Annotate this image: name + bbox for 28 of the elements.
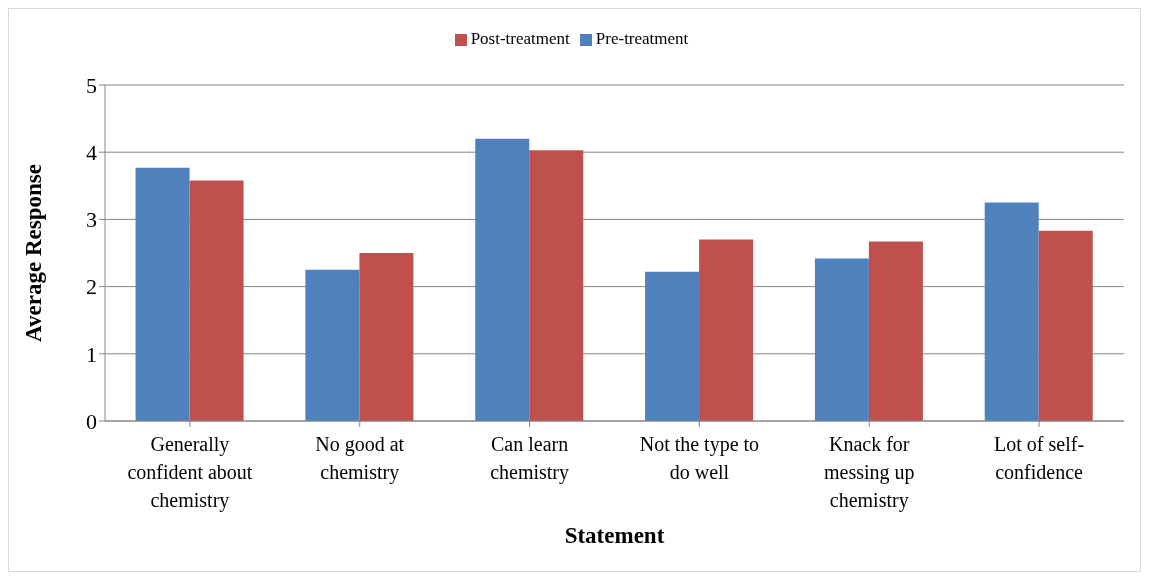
bar <box>359 253 414 421</box>
x-tick-label: Can learn chemistry <box>490 433 570 484</box>
x-tick-label: Knack for messing up chemistry <box>823 433 915 512</box>
x-tick-label: Not the type to do well <box>639 433 760 483</box>
bar <box>529 150 584 421</box>
x-tick-label: Lot of self-confidence <box>994 433 1085 483</box>
y-axis-title: Average Response <box>21 164 47 342</box>
y-tick-label: 2 <box>86 274 97 300</box>
bar <box>475 138 530 421</box>
bar <box>868 241 923 421</box>
legend-label: Pre-treatment <box>595 29 689 48</box>
bar <box>1038 230 1093 421</box>
bar <box>189 180 244 421</box>
bar <box>305 269 360 421</box>
x-tick-label: No good at chemistry <box>315 433 405 484</box>
bar <box>699 239 754 421</box>
bar <box>135 167 190 421</box>
bar <box>645 271 700 421</box>
x-tick-label: Generally confident about chemistry <box>127 433 253 512</box>
y-tick-label: 5 <box>86 72 97 98</box>
bar <box>814 258 869 421</box>
bar <box>984 202 1039 421</box>
y-tick-label: 1 <box>86 341 97 367</box>
y-tick-label: 0 <box>86 408 97 434</box>
y-tick-label: 4 <box>86 140 97 166</box>
y-tick-label: 3 <box>86 207 97 233</box>
legend-label: Post-treatment <box>470 29 570 48</box>
x-axis-title: Statement <box>564 523 665 548</box>
